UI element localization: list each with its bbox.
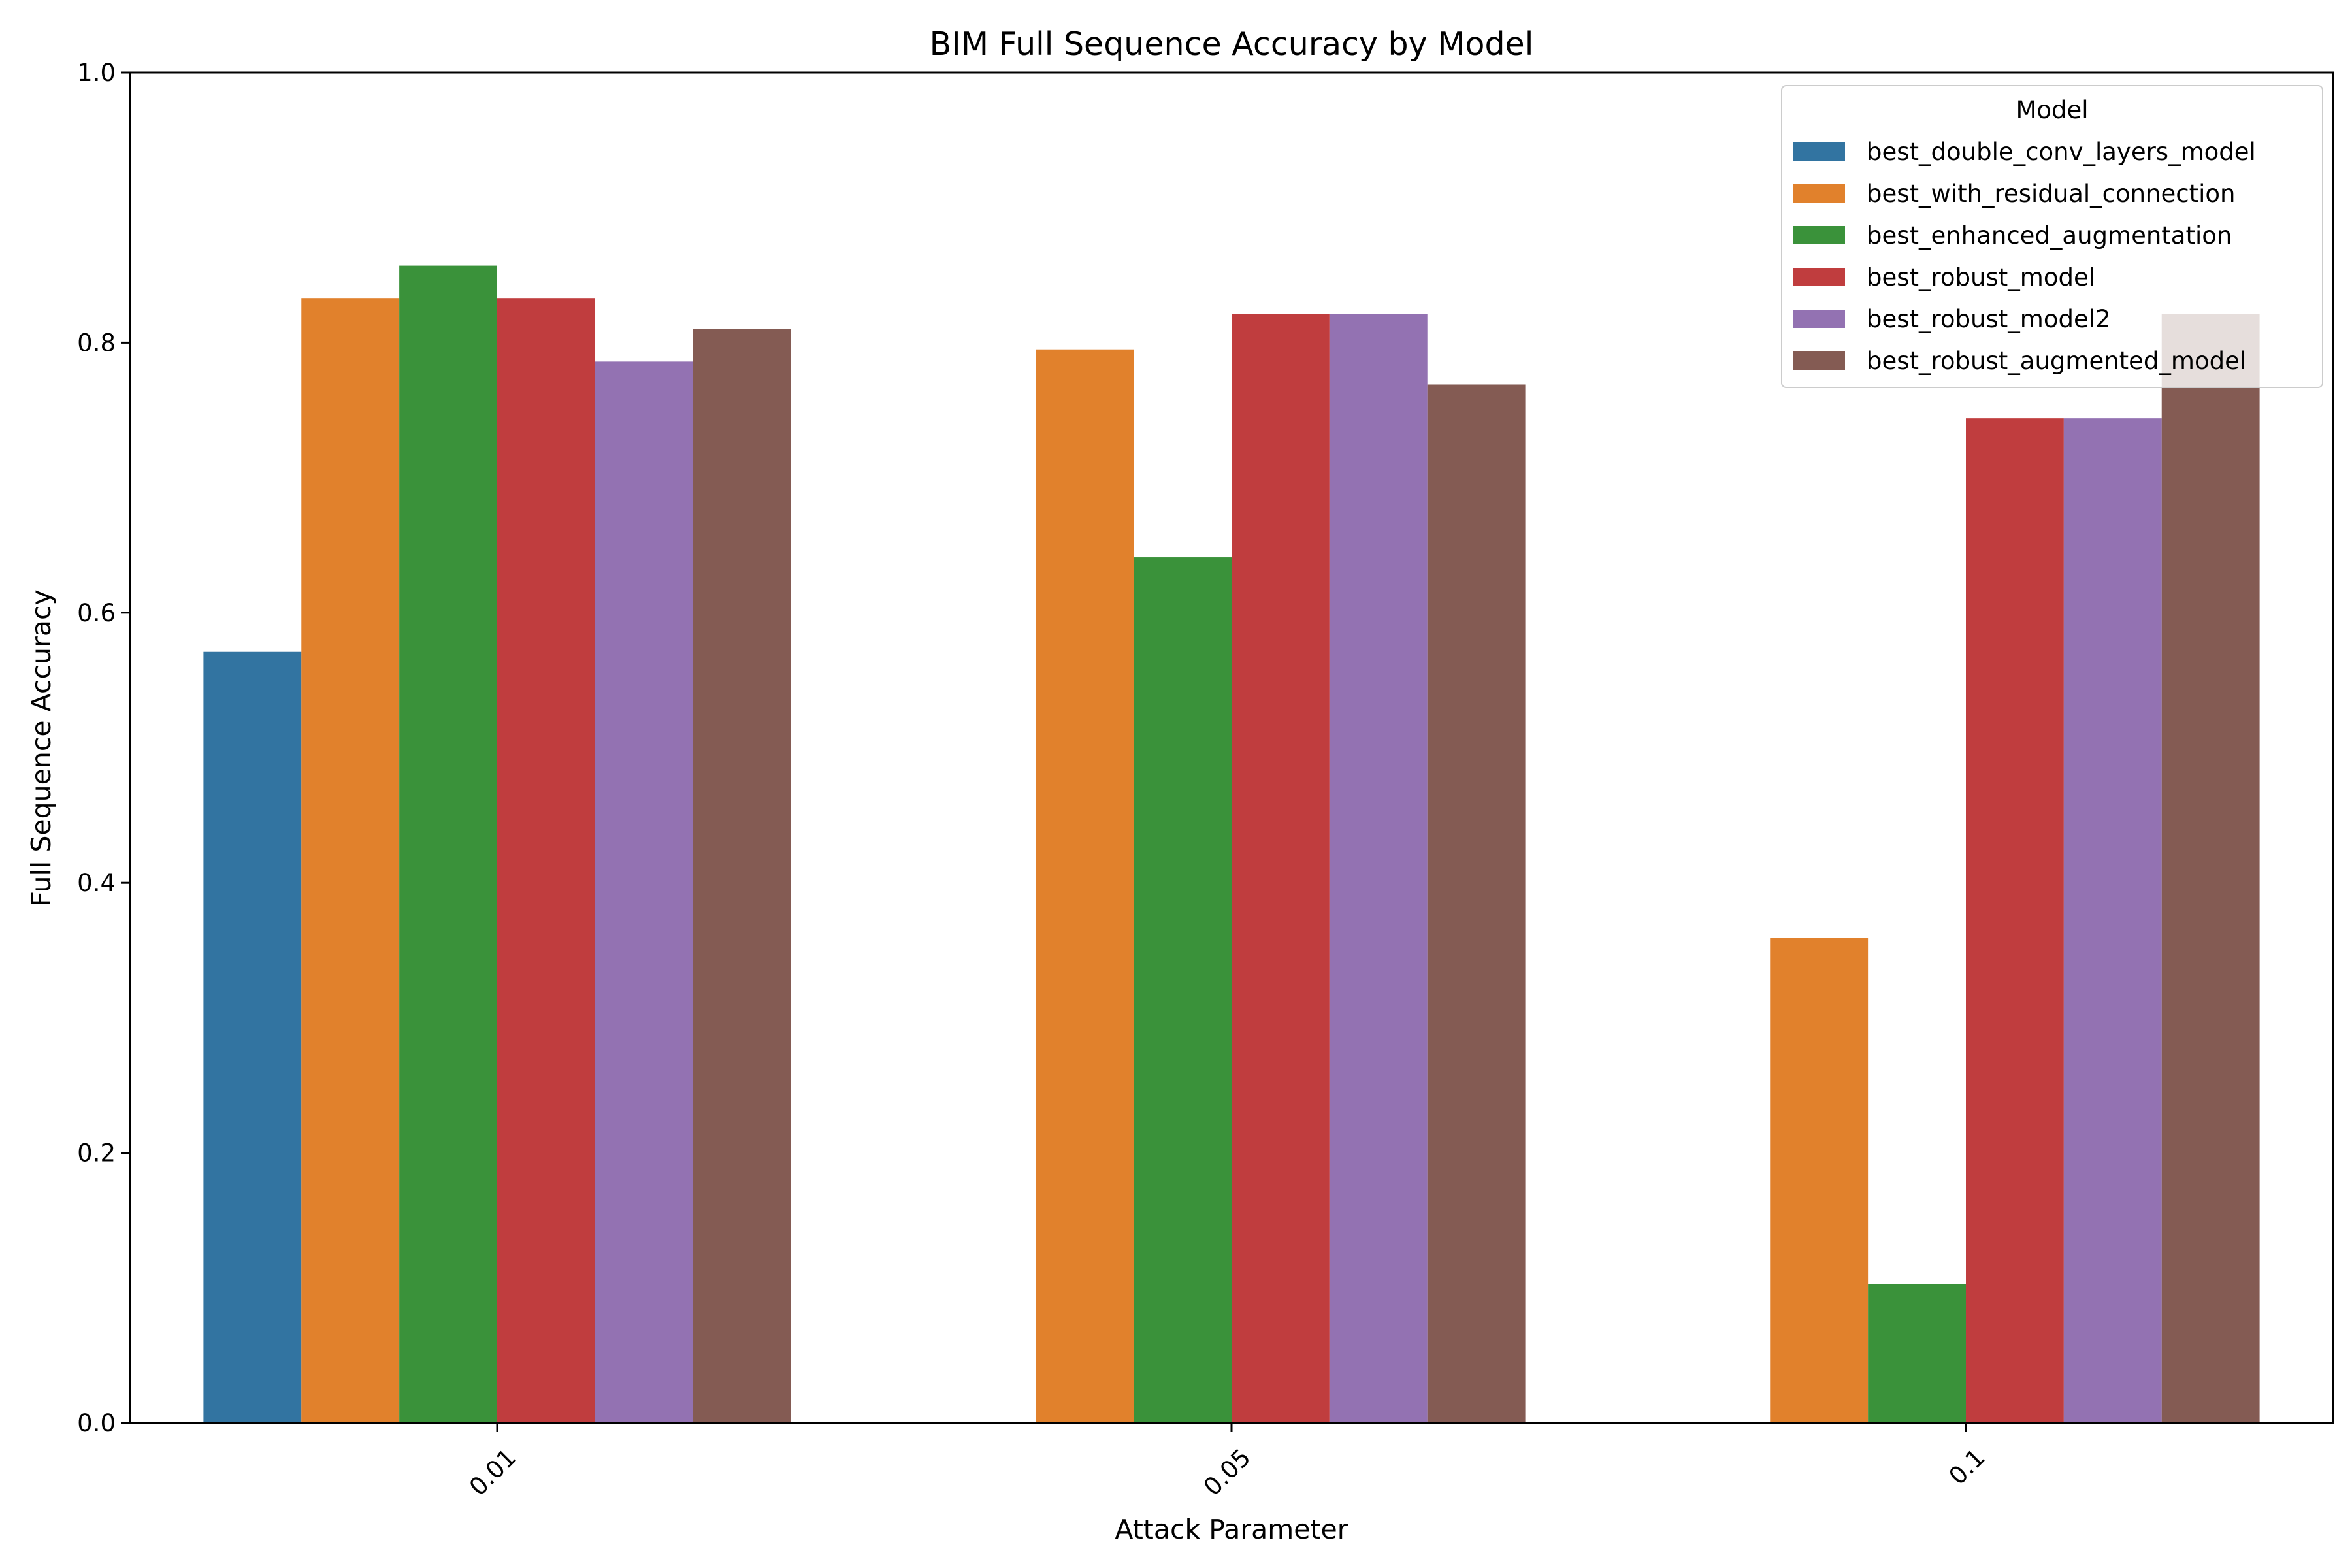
legend-title: Model (2016, 96, 2088, 124)
bar-0.1-best_robust_model2 (2063, 418, 2162, 1423)
x-tick-label: 0.1 (1944, 1443, 1991, 1490)
x-axis-title: Attack Parameter (1115, 1514, 1348, 1545)
legend-label-best_robust_model: best_robust_model (1867, 263, 2095, 291)
y-tick-label: 0.8 (77, 329, 116, 357)
y-tick-label: 0.2 (77, 1139, 116, 1168)
legend-label-best_with_residual_connection: best_with_residual_connection (1867, 180, 2236, 208)
legend-swatch-best_robust_augmented_model (1793, 351, 1845, 370)
x-axis: 0.01 0.05 0.1 (464, 1423, 1991, 1501)
y-tick-label: 1.0 (77, 59, 116, 87)
bar-0.05-best_robust_augmented_model (1427, 384, 1526, 1423)
bar-0.01-best_enhanced_augmentation (399, 265, 497, 1424)
y-tick-label: 0.6 (77, 599, 116, 627)
bar-0.01-best_with_residual_connection (301, 298, 400, 1424)
bar-0.01-best_double_conv_layers_model (203, 651, 302, 1423)
y-axis-title: Full Sequence Accuracy (25, 589, 57, 907)
y-tick-label: 0.0 (77, 1409, 116, 1437)
bar-0.1-best_robust_model (1966, 418, 2064, 1423)
legend-label-best_enhanced_augmentation: best_enhanced_augmentation (1867, 221, 2232, 250)
bar-0.05-best_robust_model (1232, 314, 1330, 1423)
y-tick-label: 0.4 (77, 869, 116, 897)
legend-label-best_robust_augmented_model: best_robust_augmented_model (1867, 347, 2246, 375)
x-tick-label: 0.01 (464, 1443, 522, 1501)
bar-0.1-best_robust_augmented_model (2161, 314, 2260, 1423)
bar-0.01-best_robust_model (497, 298, 595, 1424)
x-tick-label: 0.05 (1198, 1443, 1256, 1501)
bar-0.05-best_enhanced_augmentation (1134, 557, 1232, 1423)
bar-0.05-best_with_residual_connection (1036, 349, 1134, 1423)
bar-0.01-best_robust_model2 (595, 361, 693, 1423)
legend: Model best_double_conv_layers_model best_w… (1781, 85, 2323, 388)
bars-layer (203, 265, 2260, 1424)
bar-0.1-best_with_residual_connection (1770, 938, 1869, 1423)
chart-title: BIM Full Sequence Accuracy by Model (930, 25, 1534, 63)
bar-0.01-best_robust_augmented_model (693, 329, 791, 1424)
legend-label-best_robust_model2: best_robust_model2 (1867, 305, 2111, 333)
legend-swatch-best_double_conv_layers_model (1793, 142, 1845, 161)
bar-0.1-best_enhanced_augmentation (1868, 1284, 1966, 1423)
legend-swatch-best_with_residual_connection (1793, 184, 1845, 203)
legend-label-best_double_conv_layers_model: best_double_conv_layers_model (1867, 138, 2256, 166)
legend-swatch-best_robust_model2 (1793, 310, 1845, 328)
bar-0.05-best_robust_model2 (1329, 314, 1428, 1423)
legend-swatch-best_enhanced_augmentation (1793, 226, 1845, 244)
y-axis: 0.0 0.2 0.4 0.6 0.8 1.0 (77, 59, 130, 1437)
legend-swatch-best_robust_model (1793, 268, 1845, 286)
legend-box (1781, 85, 2323, 388)
